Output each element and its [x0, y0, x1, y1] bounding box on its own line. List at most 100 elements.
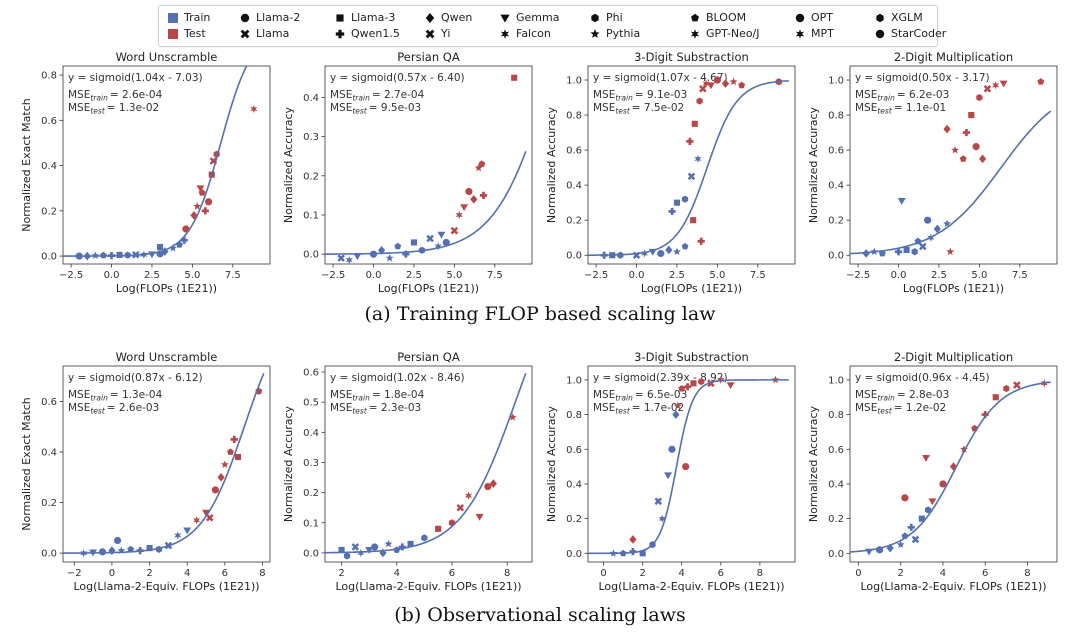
test-point	[227, 448, 234, 455]
test-point	[682, 463, 690, 471]
train-point	[385, 253, 394, 262]
x-axis-label: Log(Llama-2-Equiv. FLOPs (1E21))	[860, 580, 1046, 593]
legend-marker-icon	[336, 14, 344, 22]
train-point	[639, 550, 646, 557]
legend-item-llama-3-marker	[336, 14, 344, 22]
legend-label: OPT	[811, 11, 834, 24]
train-point	[437, 231, 446, 239]
test-point	[678, 384, 686, 392]
test-point	[456, 503, 465, 512]
y-tick-label: 0.8	[828, 111, 844, 122]
test-point	[484, 483, 492, 491]
train-point	[351, 543, 360, 551]
legend-swatch	[168, 29, 178, 39]
test-point	[489, 479, 497, 488]
x-tick-label: 2	[146, 568, 152, 579]
y-tick-label: 0.6	[828, 445, 844, 456]
sigmoid-fit-line	[850, 381, 1051, 553]
x-tick-label: 0.0	[366, 270, 382, 281]
train-point	[343, 552, 351, 560]
train-point	[687, 172, 696, 181]
train-point	[384, 539, 393, 548]
test-point	[475, 513, 484, 521]
legend-marker-icon	[795, 29, 805, 39]
test-point	[696, 97, 703, 105]
test-point	[976, 93, 983, 102]
legend-label: GPT-Neo/J	[706, 27, 760, 40]
x-tick-label: 7.5	[225, 270, 241, 281]
legend-item-qwen1-5-marker	[335, 29, 345, 39]
train-point	[169, 244, 177, 252]
plot-area	[588, 76, 789, 260]
train-point	[911, 248, 918, 256]
x-tick-label: 2	[898, 568, 904, 579]
train-point	[664, 472, 673, 480]
fit-equation: y = sigmoid(0.87x - 6.12)	[68, 372, 203, 384]
y-tick-label: 0.0	[828, 251, 844, 262]
train-point	[127, 545, 135, 553]
x-tick-label: 7.5	[1012, 270, 1028, 281]
y-axis-label: Normalized Exact Match	[20, 98, 33, 232]
y-tick-label: 0.1	[303, 518, 319, 529]
fit-equation: y = sigmoid(2.39x - 8.92)	[593, 372, 728, 384]
legend-label: Llama	[256, 27, 290, 40]
y-tick-label: 0.6	[828, 146, 844, 157]
test-point	[450, 226, 459, 235]
test-point	[721, 79, 730, 88]
legend-label: Yi	[441, 27, 451, 40]
train-point	[925, 506, 932, 514]
test-point	[474, 163, 483, 172]
y-axis-label: Normalized Accuracy	[282, 106, 295, 223]
test-point	[960, 445, 968, 453]
x-tick-label: 4	[679, 568, 685, 579]
train-point	[681, 195, 689, 203]
mse-test: MSEtest = 2.3e-03	[330, 402, 421, 416]
mse-test: MSEtest = 2.6e-03	[68, 402, 159, 416]
train-point	[180, 236, 188, 244]
plot-frame	[849, 65, 1058, 265]
y-tick-label: 0.6	[41, 116, 57, 127]
test-point	[699, 85, 707, 93]
y-tick-label: 0.6	[41, 397, 57, 408]
train-point	[694, 154, 702, 164]
test-point	[250, 104, 258, 114]
test-point	[983, 85, 992, 93]
caption-observational: (b) Observational scaling laws	[394, 604, 686, 626]
train-point	[673, 247, 681, 256]
mse-train: MSEtrain = 6.5e-03	[593, 389, 687, 403]
y-tick-label: 1.0	[828, 375, 844, 386]
x-tick-label: 2	[338, 568, 344, 579]
x-tick-label: 7.5	[750, 270, 766, 281]
y-tick-label: 0.1	[303, 210, 319, 221]
x-tick-label: 8	[504, 568, 510, 579]
train-point	[933, 224, 941, 234]
legend-swatch	[168, 13, 178, 23]
train-point	[337, 254, 345, 262]
x-axis-label: Log(FLOPs (1E21))	[641, 282, 742, 295]
legend-label: Train	[184, 11, 211, 24]
x-tick-label: 5.0	[184, 270, 200, 281]
x-tick-label: 2.5	[406, 270, 422, 281]
mse-train: MSEtrain = 2.6e-04	[68, 89, 163, 103]
x-tick-label: 2	[639, 568, 645, 579]
legend-marker-icon	[240, 13, 250, 23]
x-tick-label: 6	[222, 568, 228, 579]
train-point	[658, 514, 666, 523]
test-point	[922, 455, 931, 462]
test-point	[991, 81, 1000, 90]
legend-item-bloom-marker	[691, 13, 699, 22]
test-point	[202, 509, 210, 517]
plot-frame	[324, 365, 533, 563]
test-point	[683, 383, 692, 391]
panel-title: Word Unscramble	[116, 50, 218, 64]
mse-train: MSEtrain = 1.3e-04	[68, 389, 163, 403]
test-point	[479, 191, 488, 199]
test-point	[972, 143, 980, 151]
y-tick-label: 0.0	[566, 549, 582, 560]
test-point	[629, 535, 637, 544]
legend-label: Qwen1.5	[351, 27, 400, 40]
y-tick-label: 1.0	[828, 76, 844, 87]
train-point	[379, 548, 387, 558]
legend-marker-icon	[425, 29, 435, 39]
legend-marker-icon	[876, 13, 884, 23]
